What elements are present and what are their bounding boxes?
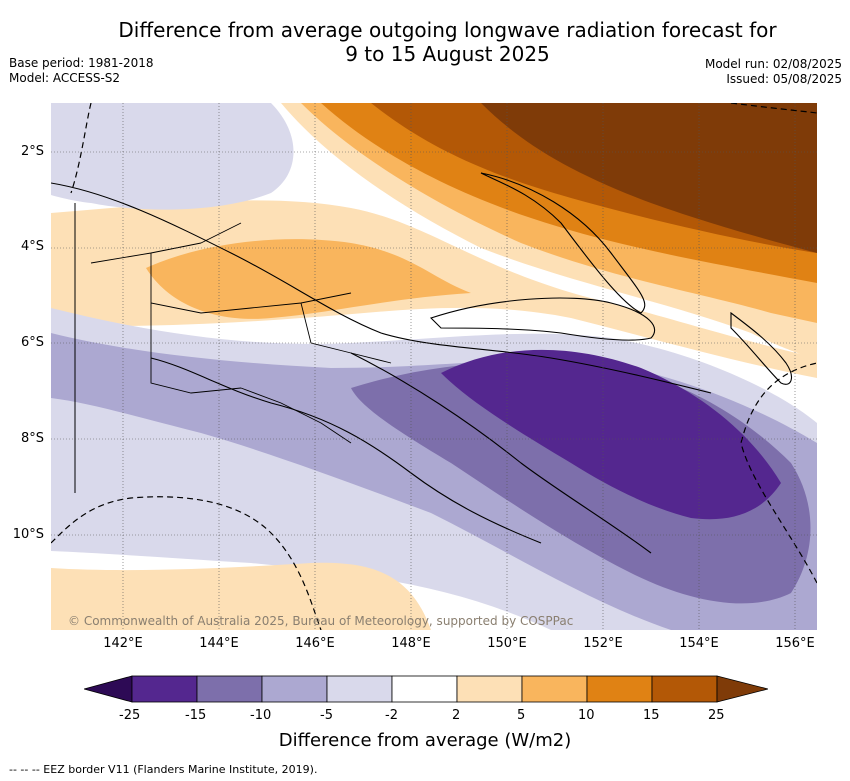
cbar-tick-label: -25 xyxy=(119,708,141,723)
title-line-1: Difference from average outgoing longwav… xyxy=(118,18,777,42)
lat-label-10s: 10°S xyxy=(12,527,44,542)
anomaly-neg-2-5-topleft xyxy=(51,103,294,210)
coastline-new-britain xyxy=(429,297,656,341)
graticule xyxy=(51,103,817,630)
eez-border xyxy=(51,103,817,630)
lon-label-146e: 146°E xyxy=(295,636,335,651)
coastline-papuan-peninsula xyxy=(350,352,652,554)
model-run-text: Model run: 02/08/2025 xyxy=(704,57,842,71)
lon-label-144e: 144°E xyxy=(199,636,239,651)
lon-label-148e: 148°E xyxy=(391,636,431,651)
model-text: Model: ACCESS-S2 xyxy=(9,71,121,85)
border-provinces xyxy=(90,222,392,444)
colorbar xyxy=(84,675,768,703)
meta-right: Model run: 02/08/2025 Issued: 05/08/2025 xyxy=(705,57,842,87)
eez-footnote: -- -- -- EEZ border V11 (Flanders Marine… xyxy=(9,763,318,776)
issued-text: Issued: 05/08/2025 xyxy=(726,72,842,86)
coastline-png xyxy=(51,182,712,394)
colorbar-swatch xyxy=(261,675,328,703)
lon-label-142e: 142°E xyxy=(103,636,143,651)
olr-anomaly-map xyxy=(51,103,817,630)
colorbar-swatch xyxy=(651,675,718,703)
coastline-gulf xyxy=(150,357,542,544)
cbar-tick-label: 2 xyxy=(452,708,461,723)
cbar-tick-label: 5 xyxy=(517,708,526,723)
lat-label-4s: 4°S xyxy=(20,239,44,254)
cbar-tick-label: -5 xyxy=(320,708,333,723)
map-title: Difference from average outgoing longwav… xyxy=(0,18,850,66)
anomaly-max-north xyxy=(481,103,817,253)
cbar-tick-label: -2 xyxy=(385,708,398,723)
colorbar-swatch xyxy=(131,675,198,703)
colorbar-swatch xyxy=(456,675,523,703)
cbar-tick-label: 15 xyxy=(643,708,660,723)
map-credit: © Commonwealth of Australia 2025, Bureau… xyxy=(68,614,574,628)
cbar-tick-label: -10 xyxy=(250,708,272,723)
cbar-tick-label: -15 xyxy=(185,708,207,723)
lon-label-150e: 150°E xyxy=(487,636,527,651)
colorbar-extend-left xyxy=(84,675,133,703)
lon-label-152e: 152°E xyxy=(583,636,623,651)
lon-label-154e: 154°E xyxy=(679,636,719,651)
colorbar-swatch xyxy=(521,675,588,703)
base-period-text: Base period: 1981-2018 xyxy=(9,56,154,70)
title-line-2: 9 to 15 August 2025 xyxy=(345,42,550,66)
cbar-tick-label: 10 xyxy=(578,708,595,723)
anomaly-5-10-southwest xyxy=(51,562,431,630)
colorbar-extend-right xyxy=(716,675,768,703)
lat-label-6s: 6°S xyxy=(20,335,44,350)
anomaly-10-15-central xyxy=(146,239,471,319)
coastline-new-ireland xyxy=(480,172,646,314)
anomaly-neg-15-25 xyxy=(441,349,781,520)
lat-label-2s: 2°S xyxy=(20,144,44,159)
colorbar-swatch xyxy=(326,675,393,703)
cbar-tick-label: 25 xyxy=(708,708,725,723)
colorbar-title: Difference from average (W/m2) xyxy=(278,730,572,751)
colorbar-swatch xyxy=(586,675,653,703)
lat-label-8s: 8°S xyxy=(20,431,44,446)
lon-label-156e: 156°E xyxy=(775,636,815,651)
colorbar-swatch xyxy=(391,675,458,703)
coastline-bougainville xyxy=(730,311,792,385)
meta-left: Base period: 1981-2018 Model: ACCESS-S2 xyxy=(9,56,154,86)
colorbar-swatch xyxy=(196,675,263,703)
